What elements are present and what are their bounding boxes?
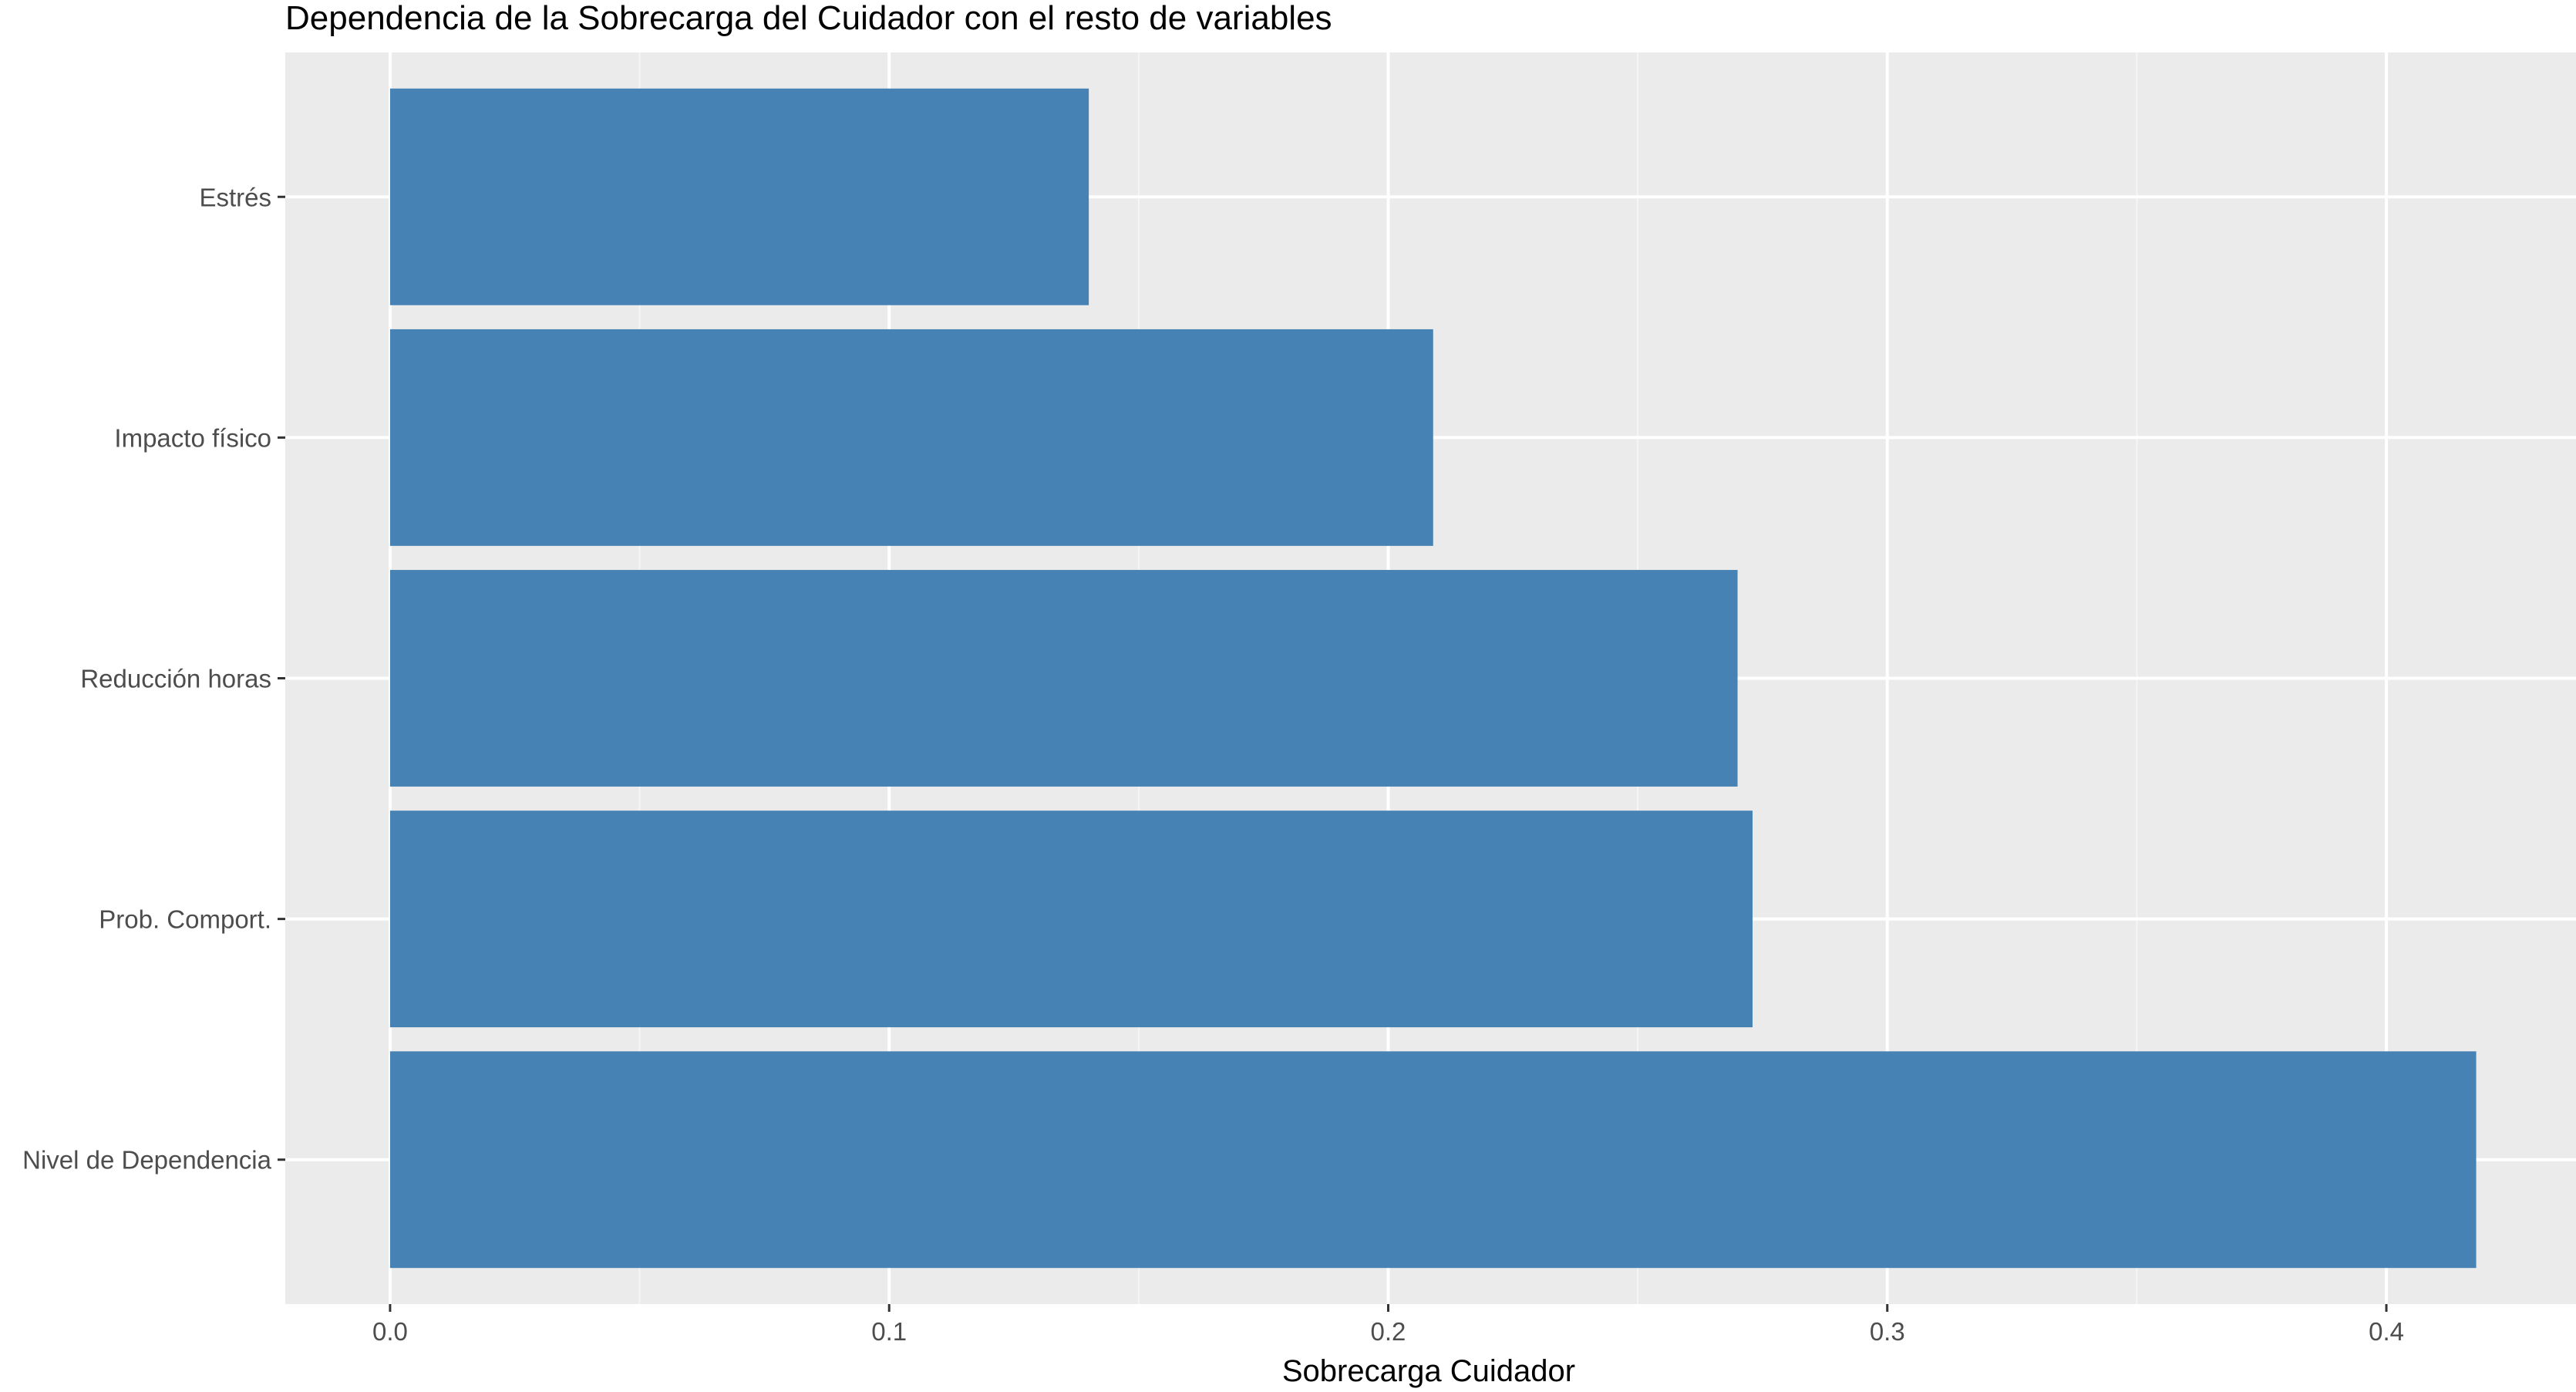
- y-tick-label: Impacto físico: [114, 423, 271, 452]
- bar: [389, 88, 1089, 305]
- bars: [389, 88, 2477, 1269]
- y-tick-label: Reducción horas: [80, 665, 271, 693]
- bar: [389, 811, 1753, 1028]
- bar: [389, 570, 1738, 787]
- bar: [389, 1051, 2477, 1269]
- x-tick-label: 0.4: [2369, 1317, 2404, 1346]
- y-tick-label: Prob. Comport.: [99, 905, 271, 934]
- chart-title: Dependencia de la Sobrecarga del Cuidado…: [285, 0, 1332, 37]
- y-tick-label: Estrés: [199, 183, 271, 211]
- x-tick-label: 0.2: [1371, 1317, 1406, 1346]
- x-axis: 0.0 0.1 0.2 0.3 0.4: [372, 1304, 2404, 1346]
- x-tick-label: 0.1: [871, 1317, 907, 1346]
- x-tick-label: 0.0: [372, 1317, 408, 1346]
- x-axis-title: Sobrecarga Cuidador: [1282, 1354, 1575, 1388]
- y-tick-label: Nivel de Dependencia: [22, 1146, 272, 1175]
- y-axis: Estrés Impacto físico Reducción horas Prob.…: [22, 183, 285, 1175]
- bar: [389, 329, 1433, 546]
- x-tick-label: 0.3: [1870, 1317, 1905, 1346]
